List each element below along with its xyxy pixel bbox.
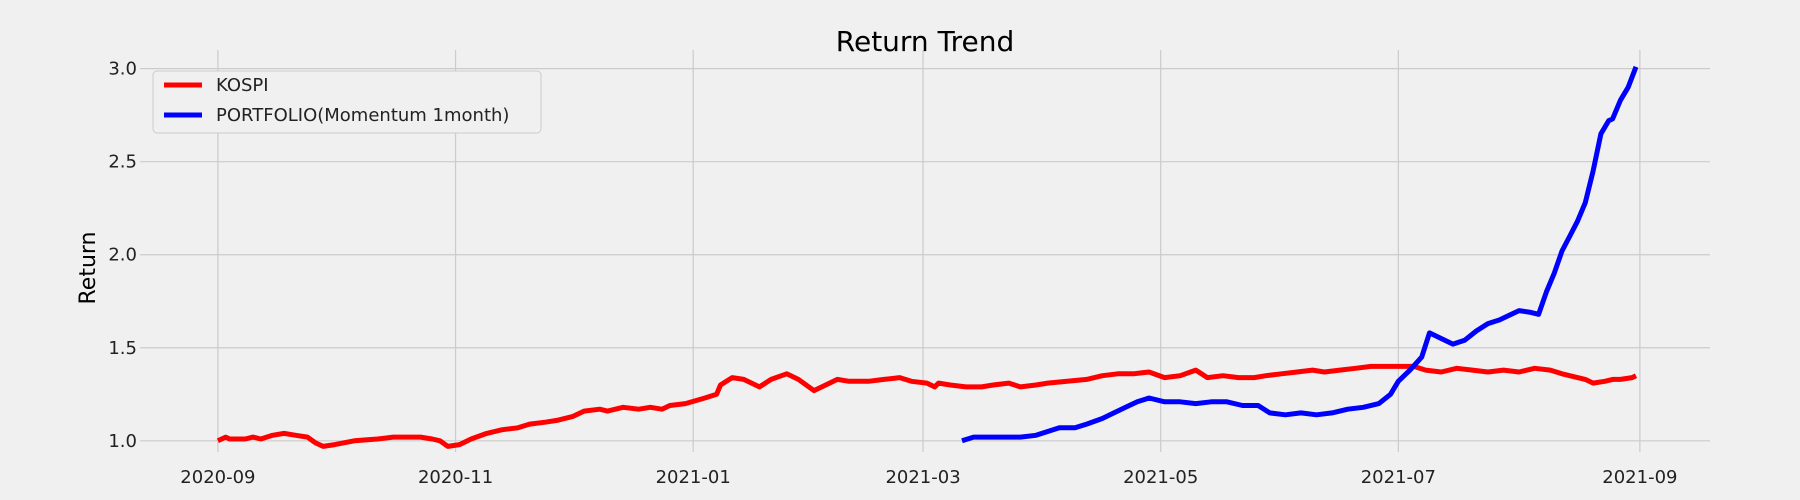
x-tick-label: 2021-03 xyxy=(885,467,960,488)
x-tick-label: 2021-01 xyxy=(656,467,731,488)
x-tick-label: 2021-05 xyxy=(1123,467,1198,488)
chart-title: Return Trend xyxy=(836,25,1014,58)
y-tick-label: 1.5 xyxy=(108,338,137,359)
y-tick-label: 3.0 xyxy=(108,59,137,80)
legend-label: PORTFOLIO(Momentum 1month) xyxy=(216,105,509,126)
series-layer xyxy=(216,65,1639,449)
legend-box xyxy=(152,70,542,134)
y-tick-label: 1.0 xyxy=(108,431,137,452)
x-tick-label: 2021-09 xyxy=(1602,467,1677,488)
x-tick-label: 2020-09 xyxy=(180,467,255,488)
x-tick-label: 2020-11 xyxy=(418,467,493,488)
series-line-portfolio xyxy=(961,65,1639,444)
grid xyxy=(140,50,1710,452)
y-tick-label: 2.0 xyxy=(108,245,137,266)
legend: KOSPI PORTFOLIO(Momentum 1month) xyxy=(152,70,542,134)
legend-label: KOSPI xyxy=(216,75,269,96)
tick-labels: 2020-09 2020-11 2021-01 2021-03 2021-05 2021-… xyxy=(108,59,1677,488)
x-tick-label: 2021-07 xyxy=(1361,467,1436,488)
y-tick-label: 2.5 xyxy=(108,152,137,173)
y-axis-label: Return xyxy=(76,231,101,304)
